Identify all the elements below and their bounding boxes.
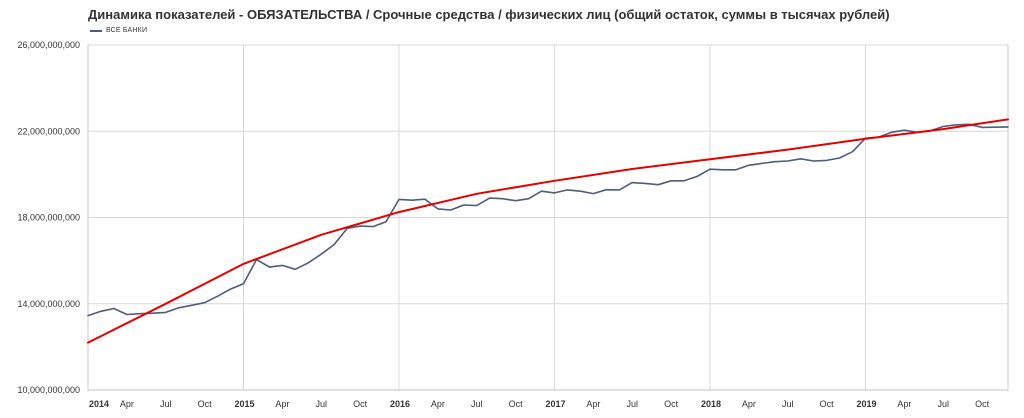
x-tick-label: Apr	[275, 399, 289, 409]
x-tick-label: Apr	[431, 399, 445, 409]
x-tick-label: Jul	[160, 399, 172, 409]
y-tick-label: 18,000,000,000	[17, 213, 80, 223]
series-line-all-banks	[87, 123, 1009, 317]
y-tick-label: 22,000,000,000	[17, 126, 80, 136]
chart-title: Динамика показателей - ОБЯЗАТЕЛЬСТВА / С…	[88, 7, 890, 22]
x-tick-label: Jul	[782, 399, 794, 409]
x-axis-ticks: 2014 Apr Jul Oct 2015 Apr Jul Oct 2016 Apr Jul Oct 2…	[89, 399, 990, 409]
x-tick-label: Jul	[626, 399, 638, 409]
grid	[87, 44, 1009, 391]
x-tick-label: Apr	[742, 399, 756, 409]
x-tick-label: 2019	[856, 399, 876, 409]
x-tick-label: Apr	[586, 399, 600, 409]
legend: ВСЕ БАНКИ	[90, 27, 147, 34]
x-tick-label: 2018	[701, 399, 721, 409]
x-tick-label: Oct	[509, 399, 524, 409]
x-tick-label: Oct	[198, 399, 213, 409]
x-tick-label: Oct	[664, 399, 679, 409]
trend-line	[87, 118, 1009, 344]
x-tick-label: Oct	[353, 399, 368, 409]
x-tick-label: Jul	[937, 399, 949, 409]
y-tick-label: 26,000,000,000	[17, 40, 80, 50]
x-tick-label: Apr	[120, 399, 134, 409]
x-tick-label: Apr	[897, 399, 911, 409]
x-tick-label: 2017	[545, 399, 565, 409]
x-tick-label: Jul	[315, 399, 327, 409]
legend-label: ВСЕ БАНКИ	[106, 27, 148, 34]
legend-swatch	[90, 29, 102, 32]
x-tick-label: 2016	[390, 399, 410, 409]
x-tick-label: Oct	[820, 399, 835, 409]
y-tick-label: 14,000,000,000	[17, 299, 80, 309]
series-lines	[87, 118, 1009, 344]
x-tick-label: 2015	[234, 399, 254, 409]
x-tick-label: Jul	[471, 399, 483, 409]
x-tick-label: 2014	[89, 399, 109, 409]
y-tick-label: 10,000,000,000	[17, 385, 80, 395]
x-tick-label: Oct	[975, 399, 990, 409]
y-axis-ticks: 10,000,000,000 14,000,000,000 18,000,000,0…	[17, 40, 80, 395]
